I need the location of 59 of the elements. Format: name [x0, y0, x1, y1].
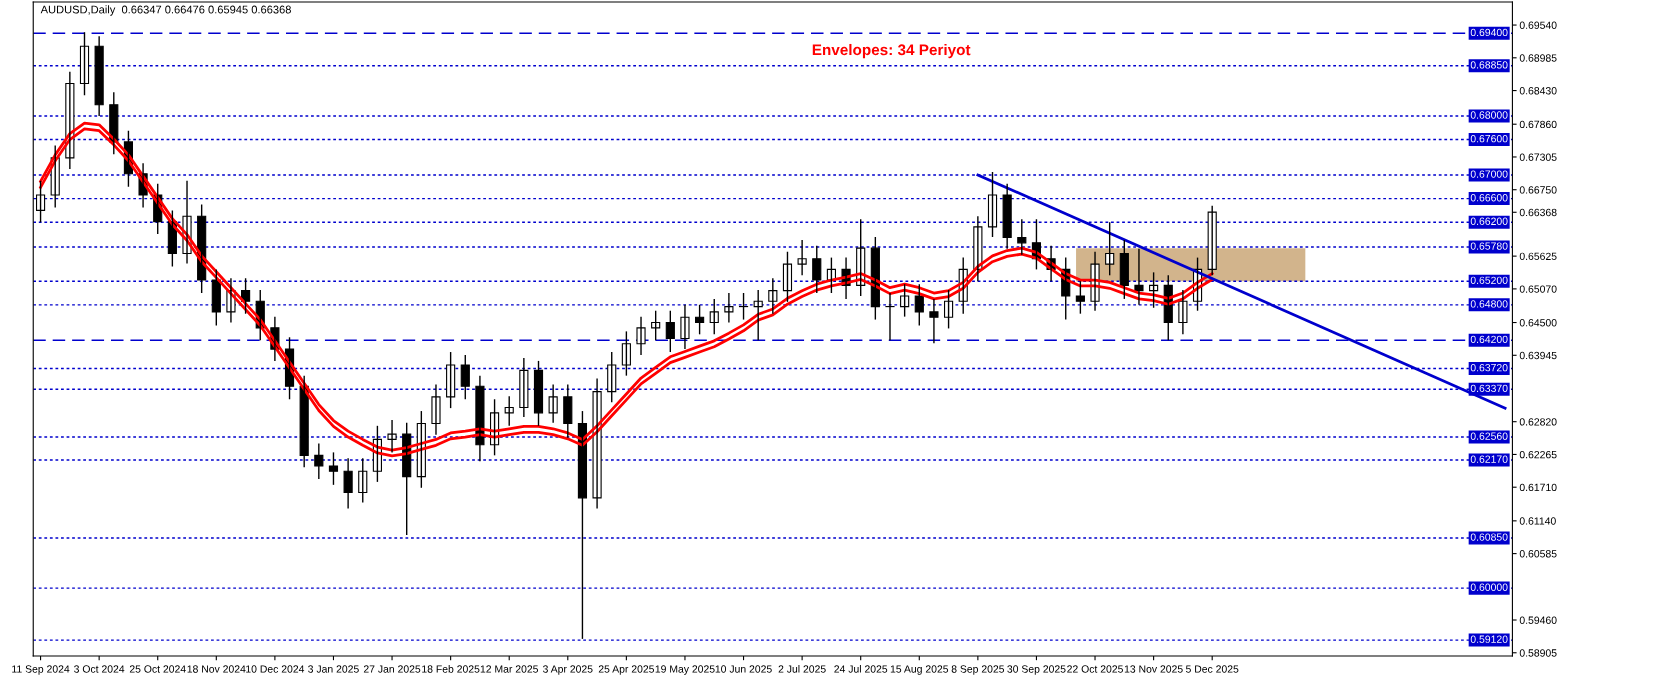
y-tick-label: 0.60585: [1519, 550, 1557, 558]
x-tick-label: 18 Feb 2025: [422, 665, 480, 673]
ref-line-label: 0.64800: [1470, 300, 1508, 308]
x-tick-label: 10 Dec 2024: [246, 665, 305, 673]
x-tick-label: 13 Nov 2025: [1124, 665, 1183, 673]
y-tick-label: 0.66750: [1519, 186, 1557, 194]
ref-line-label: 0.65200: [1470, 276, 1508, 285]
x-tick-label: 15 Aug 2025: [890, 665, 949, 675]
y-tick-label: 0.61710: [1519, 483, 1557, 492]
ref-line-label: 0.64200: [1470, 335, 1508, 344]
y-tick-label: 0.68985: [1519, 54, 1557, 62]
y-tick-label: 0.61140: [1519, 517, 1556, 525]
ref-line-label: 0.59120: [1470, 635, 1508, 643]
x-tick-label: 8 Sep 2025: [951, 665, 1005, 675]
x-tick-label: 10 Jun 2025: [715, 665, 772, 673]
ref-line-label: 0.67000: [1470, 170, 1508, 178]
ref-line-label: 0.66600: [1470, 194, 1508, 202]
ref-line-label: 0.68850: [1470, 61, 1508, 69]
y-tick-label: 0.64500: [1519, 319, 1557, 327]
y-tick-label: 0.63945: [1519, 351, 1557, 360]
ref-line-label: 0.66200: [1470, 217, 1508, 225]
y-tick-label: 0.68430: [1519, 87, 1557, 95]
y-tick-label: 0.62820: [1519, 418, 1557, 426]
x-tick-label: 5 Dec 2025: [1185, 665, 1239, 673]
y-tick-label: 0.67860: [1519, 120, 1557, 129]
x-tick-label: 30 Sep 2025: [1007, 665, 1066, 675]
ref-line-label: 0.65780: [1470, 242, 1508, 250]
x-tick-label: 18 Nov 2024: [187, 665, 246, 673]
y-tick-label: 0.59460: [1519, 616, 1557, 624]
ref-line-label: 0.60000: [1470, 583, 1508, 591]
chart-title: AUDUSD,Daily 0.66347 0.66476 0.65945 0.66368: [40, 5, 291, 16]
ref-line-label: 0.62170: [1470, 455, 1508, 463]
x-tick-label: 19 May 2025: [655, 665, 715, 675]
y-tick-label: 0.69540: [1519, 21, 1557, 29]
x-tick-label: 25 Oct 2024: [129, 665, 186, 673]
x-tick-label: 3 Apr 2025: [543, 665, 593, 675]
y-tick-label: 0.66368: [1519, 208, 1557, 217]
x-tick-label: 2 Jul 2025: [778, 665, 826, 673]
x-tick-label: 12 Mar 2025: [480, 665, 539, 673]
ref-line-label: 0.68000: [1470, 111, 1508, 119]
y-tick-label: 0.62265: [1519, 450, 1557, 459]
y-tick-label: 0.65070: [1519, 285, 1557, 293]
x-tick-label: 11 Sep 2024: [12, 665, 70, 675]
x-tick-label: 22 Oct 2025: [1067, 665, 1123, 673]
ref-line-label: 0.63370: [1470, 384, 1508, 393]
x-tick-label: 27 Jan 2025: [363, 665, 421, 673]
annotation: Envelopes: 34 Periyot: [812, 43, 971, 59]
ref-line-label: 0.63720: [1470, 363, 1508, 372]
x-tick-label: 24 Jul 2025: [834, 665, 888, 673]
x-tick-label: 25 Apr 2025: [598, 665, 655, 675]
x-tick-label: 3 Jan 2025: [308, 665, 359, 673]
x-tick-label: 3 Oct 2024: [74, 665, 125, 673]
y-tick-label: 0.67305: [1519, 153, 1557, 161]
ref-line-label: 0.60850: [1470, 533, 1508, 541]
y-tick-label: 0.58905: [1519, 649, 1557, 657]
ref-line-label: 0.67600: [1470, 134, 1508, 143]
y-tick-label: 0.65625: [1519, 252, 1557, 260]
ref-line-label: 0.69400: [1470, 28, 1508, 37]
ref-line-label: 0.62560: [1470, 432, 1508, 440]
